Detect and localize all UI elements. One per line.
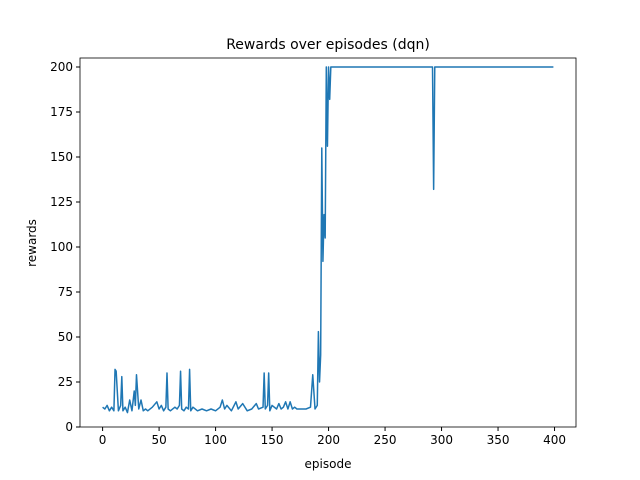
x-tick-label: 100: [204, 433, 227, 447]
y-tick-label: 100: [50, 240, 73, 254]
x-tick-label: 300: [430, 433, 453, 447]
x-tick-label: 150: [261, 433, 284, 447]
x-tick-label: 200: [317, 433, 340, 447]
x-axis-label: episode: [305, 457, 352, 471]
x-tick-label: 50: [151, 433, 166, 447]
x-tick-label: 0: [99, 433, 107, 447]
y-tick-label: 50: [58, 330, 73, 344]
chart-title: Rewards over episodes (dqn): [226, 37, 430, 53]
x-tick-label: 250: [374, 433, 397, 447]
line-series: [102, 66, 554, 414]
y-tick-label: 25: [58, 375, 73, 389]
y-axis-label: rewards: [25, 219, 39, 267]
x-tick-label: 400: [543, 433, 566, 447]
x-tick-label: 350: [487, 433, 510, 447]
y-tick-label: 0: [65, 420, 73, 434]
y-tick-label: 125: [50, 195, 73, 209]
axes-frame: [79, 57, 577, 428]
y-tick-label: 175: [50, 105, 73, 119]
y-tick-label: 200: [50, 60, 73, 74]
y-tick-label: 150: [50, 150, 73, 164]
y-tick-label: 75: [58, 285, 73, 299]
